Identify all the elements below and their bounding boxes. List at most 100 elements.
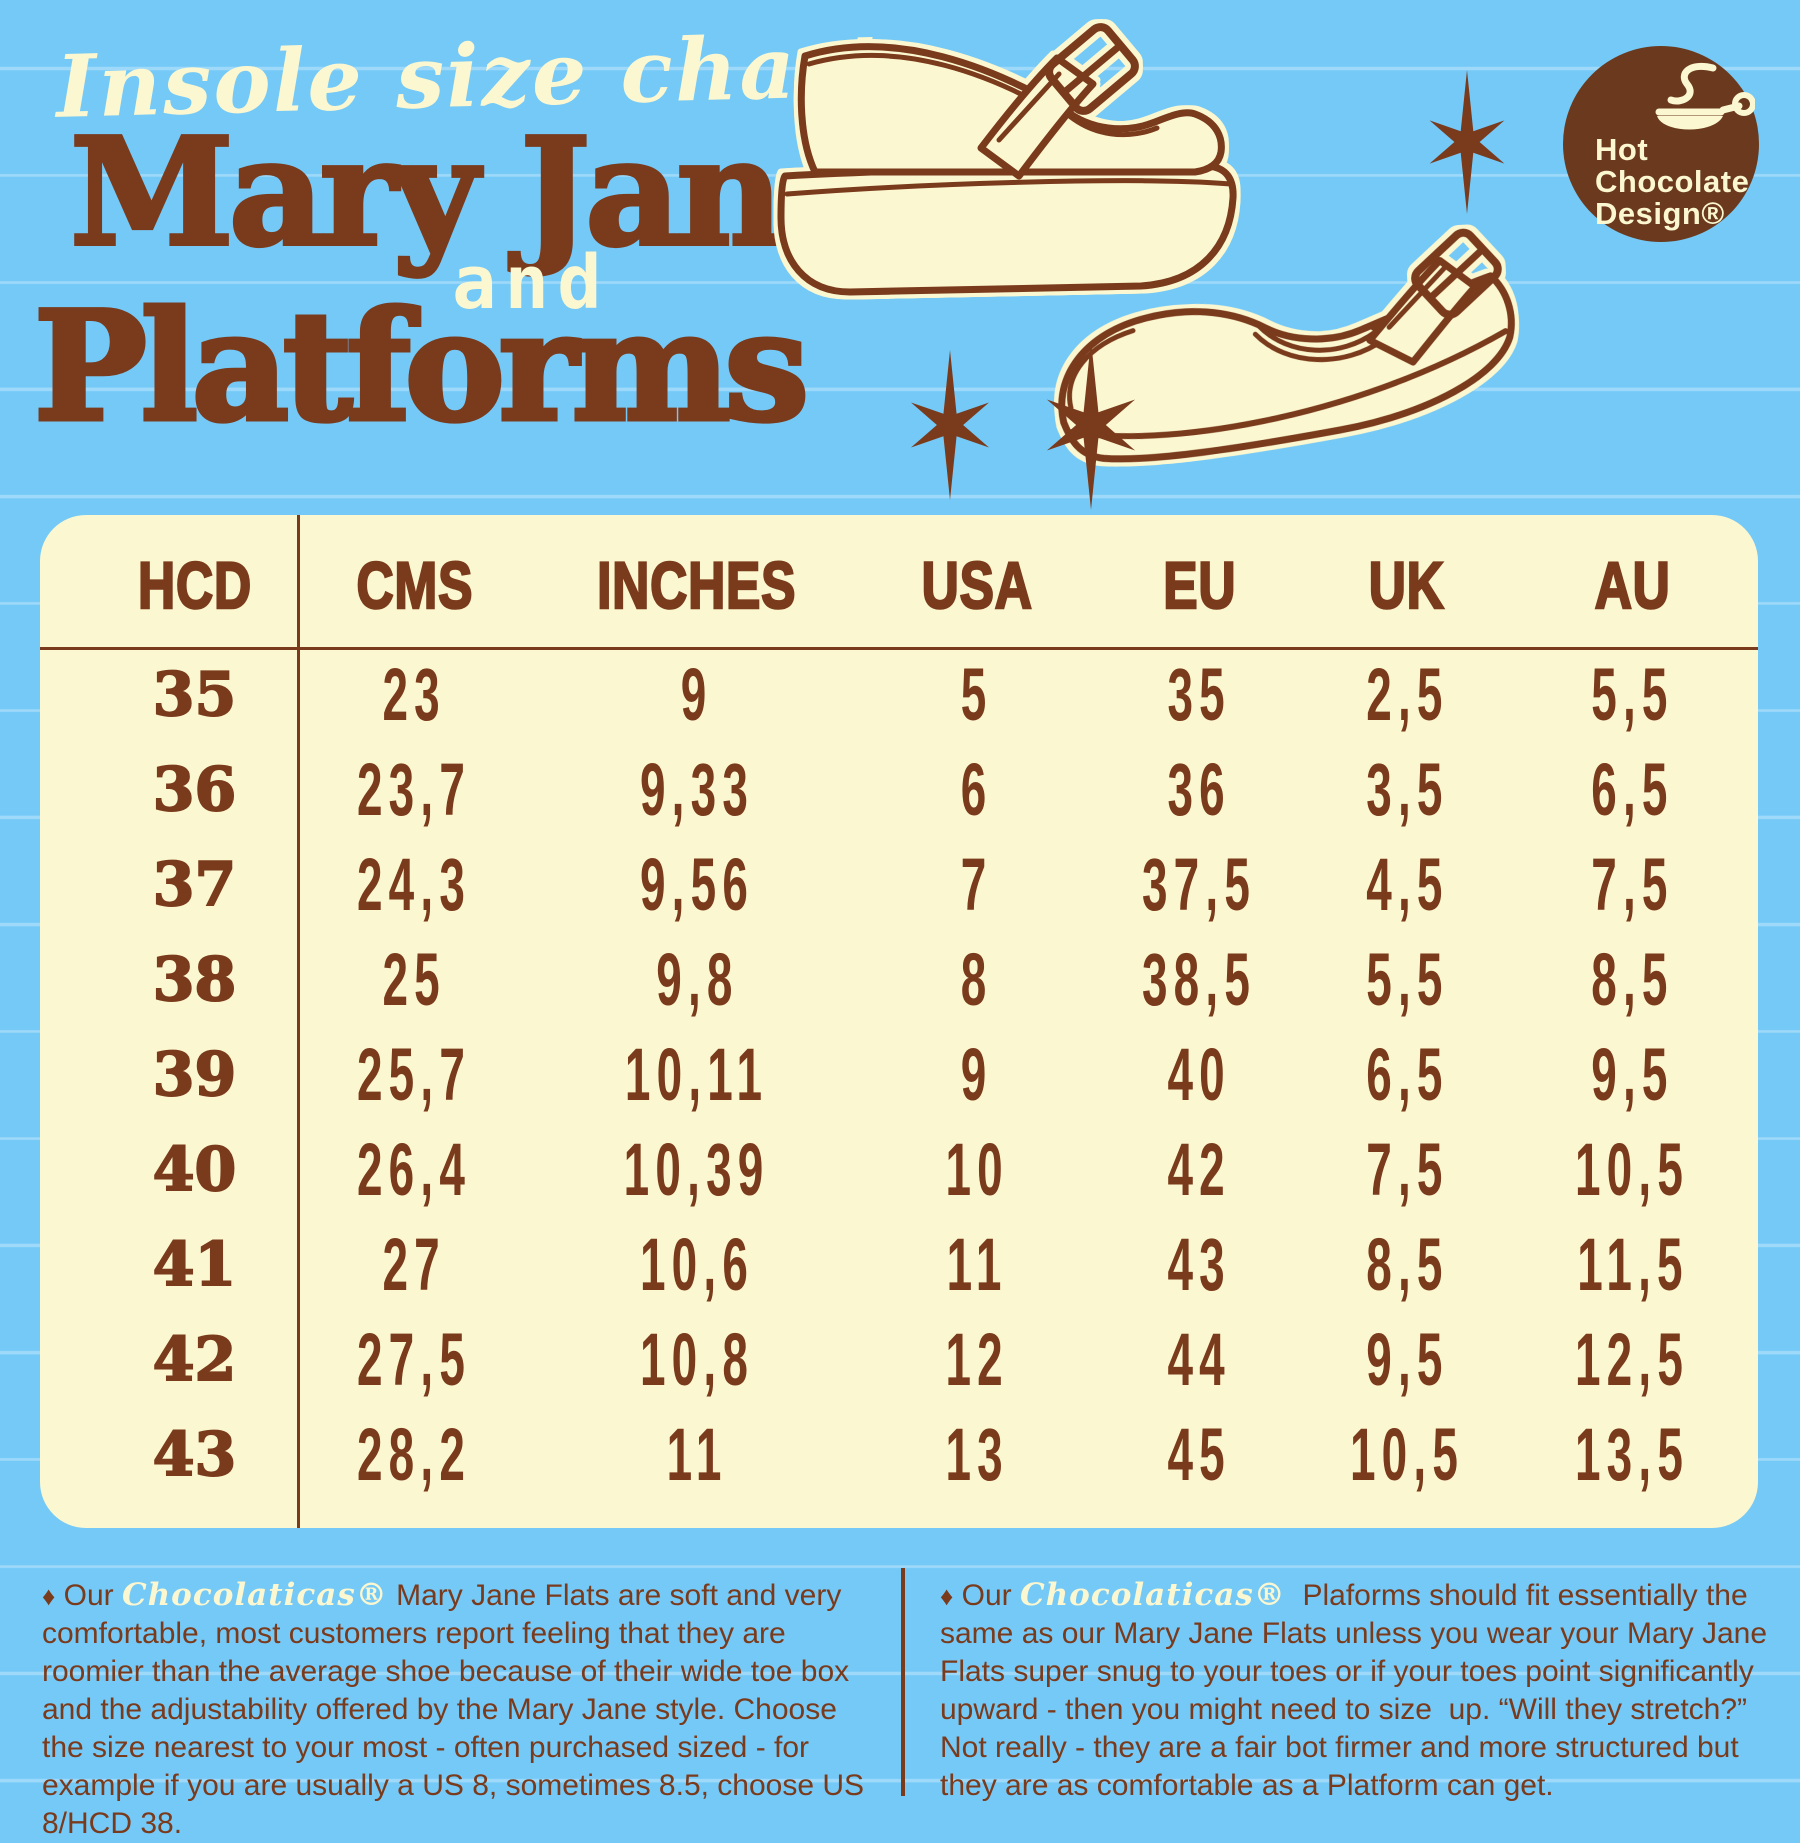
hcd-size-cell: 41 [152,1229,237,1301]
brand-chocolaticas: Chocolaticas® [1019,1577,1286,1613]
size-table-body: 35 23 9 5 35 2,5 5,5 36 23,7 9,33 6 36 3,5 6,5 37 24,3 9… [40,647,1758,1502]
size-value-cell: 10,6 [639,1223,755,1306]
size-value-cell: 10,5 [1349,1413,1465,1496]
size-value-cell: 27,5 [357,1318,472,1401]
platform-shoe-illustration [777,23,1237,296]
diamond-bullet: ♦ [42,1581,56,1611]
size-value-cell: 7,5 [1591,843,1674,926]
star-icon [1046,340,1136,510]
size-value-cell: 35 [1167,653,1232,736]
table-header-row: HCD CMS INCHES USA EU UK AU [40,515,1758,647]
table-row: 42 27,5 10,8 12 44 9,5 12,5 [40,1312,1758,1407]
size-value-cell: 10,5 [1575,1128,1690,1211]
size-value-cell: 27 [382,1223,447,1306]
table-row: 41 27 10,6 11 43 8,5 11,5 [40,1217,1758,1312]
size-value-cell: 24,3 [357,843,472,926]
size-value-cell: 9,8 [655,938,739,1021]
size-value-cell: 8,5 [1591,938,1674,1021]
size-value-cell: 26,4 [357,1128,472,1211]
notes-divider [901,1568,905,1796]
size-value-cell: 44 [1167,1318,1232,1401]
column-header-au: AU [1594,547,1671,624]
table-vertical-divider [297,515,300,1528]
size-value-cell: 11 [666,1413,728,1496]
size-value-cell: 5 [961,653,993,736]
title-platforms: Platforms [31,279,811,455]
size-value-cell: 9 [961,1033,993,1116]
cup-icon [1655,63,1755,130]
logo-line-2: Chocolate [1595,164,1750,199]
hcd-size-cell: 37 [152,849,237,921]
size-value-cell: 9,56 [639,843,755,926]
size-value-cell: 10,11 [625,1033,769,1116]
size-value-cell: 10 [945,1128,1009,1211]
size-value-cell: 13 [945,1413,1009,1496]
table-row: 39 25,7 10,11 9 40 6,5 9,5 [40,1027,1758,1122]
size-value-cell: 12,5 [1575,1318,1690,1401]
size-value-cell: 12 [945,1318,1009,1401]
size-value-cell: 4,5 [1365,843,1449,926]
size-value-cell: 6,5 [1365,1033,1449,1116]
table-row: 35 23 9 5 35 2,5 5,5 [40,647,1758,742]
logo-line-1: Hot [1595,132,1649,167]
size-value-cell: 9,5 [1365,1318,1449,1401]
table-row: 43 28,2 11 13 45 10,5 13,5 [40,1407,1758,1502]
size-value-cell: 6,5 [1591,748,1674,831]
hcd-size-cell: 43 [152,1419,237,1491]
size-value-cell: 6 [961,748,993,831]
size-table-panel: HCD CMS INCHES USA EU UK AU 35 23 9 5 35 2,5 5… [40,515,1758,1528]
note-mary-jane-flats: ♦ Our Chocolaticas® Mary Jane Flats are … [42,1576,870,1843]
column-header-hcd: HCD [137,547,252,624]
title-and: and [452,240,610,326]
size-value-cell: 8,5 [1365,1223,1449,1306]
note-text: Plaforms should fit essentially the same… [940,1579,1776,1802]
table-header-divider [40,647,1758,650]
star-icon [1429,70,1505,214]
size-value-cell: 40 [1167,1033,1232,1116]
note-prefix: Our [953,1579,1020,1612]
size-value-cell: 36 [1167,748,1232,831]
star-icon [911,350,989,500]
note-prefix: Our [55,1579,122,1612]
size-value-cell: 8 [961,938,993,1021]
hcd-size-cell: 36 [152,754,237,826]
hcd-logo: Hot Chocolate Design® [1563,46,1759,242]
hcd-size-cell: 42 [152,1324,237,1396]
table-row: 36 23,7 9,33 6 36 3,5 6,5 [40,742,1758,837]
title-mary-jane: Mary Jane [68,105,875,279]
size-value-cell: 42 [1167,1128,1232,1211]
size-value-cell: 2,5 [1365,653,1449,736]
column-header-eu: EU [1162,547,1237,624]
note-text: Mary Jane Flats are soft and very comfor… [42,1579,873,1840]
size-value-cell: 13,5 [1575,1413,1690,1496]
note-platforms: ♦ Our Chocolaticas® Plaforms should fit … [940,1576,1768,1805]
size-value-cell: 10,39 [624,1128,770,1211]
size-value-cell: 37,5 [1142,843,1257,926]
size-value-cell: 5,5 [1591,653,1674,736]
size-value-cell: 9 [681,653,713,736]
size-value-cell: 7 [961,843,993,926]
table-row: 37 24,3 9,56 7 37,5 4,5 7,5 [40,837,1758,932]
hcd-size-cell: 38 [152,944,237,1016]
size-value-cell: 23,7 [357,748,472,831]
size-value-cell: 11,5 [1576,1223,1689,1306]
size-value-cell: 7,5 [1365,1128,1449,1211]
hcd-size-cell: 40 [152,1134,237,1206]
hcd-size-cell: 39 [152,1039,237,1111]
hcd-size-cell: 35 [152,659,237,731]
brand-chocolaticas: Chocolaticas® [121,1577,388,1613]
logo-line-3: Design® [1595,196,1725,231]
column-header-uk: UK [1368,547,1445,624]
size-value-cell: 25,7 [357,1033,472,1116]
column-header-inches: INCHES [596,547,797,624]
column-header-cms: CMS [355,547,473,624]
size-value-cell: 3,5 [1365,748,1449,831]
size-value-cell: 10,8 [639,1318,755,1401]
size-value-cell: 9,33 [639,748,755,831]
size-value-cell: 9,5 [1591,1033,1674,1116]
size-value-cell: 23 [382,653,447,736]
size-value-cell: 38,5 [1142,938,1257,1021]
size-value-cell: 45 [1167,1413,1232,1496]
table-row: 40 26,4 10,39 10 42 7,5 10,5 [40,1122,1758,1217]
size-value-cell: 11 [946,1223,1008,1306]
